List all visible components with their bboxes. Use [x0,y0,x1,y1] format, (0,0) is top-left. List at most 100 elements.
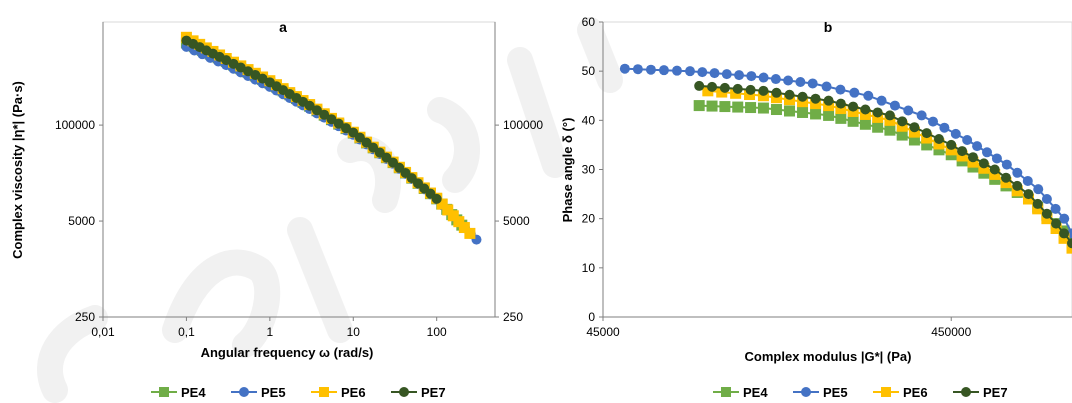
y-tick-label: 50 [582,64,596,78]
data-point [903,105,914,116]
data-point [921,128,932,139]
data-point [1012,180,1023,191]
legend-label: PE5 [261,385,286,400]
data-point [795,76,806,87]
data-point [464,227,476,239]
data-point [835,112,847,124]
series-pe7 [694,80,1072,249]
panel-a-x-axis-title: Angular frequency ω (rad/s) [201,345,374,360]
data-point [758,72,769,83]
data-point [745,102,757,114]
legend-marker [239,387,249,397]
y-tick-label: 30 [582,163,596,177]
data-point [706,100,718,112]
panel-b-series [619,63,1072,254]
data-point [810,93,821,104]
panel-a-secondary-y-ticks: 250 5000 100000 [495,118,543,324]
legend-marker [801,387,811,397]
secondary-y-tick-label: 100000 [503,118,543,132]
data-point [972,141,983,152]
data-point [458,222,470,234]
data-point [991,153,1002,164]
panel-a-x-ticks: 0,01 0,1 1 10 100 [91,317,447,339]
data-point [770,74,781,85]
panel-a-y-ticks: 250 5000 100000 [55,118,103,324]
data-point [319,109,330,120]
data-point [311,105,322,116]
legend-entry-pe6: PE6 [873,385,928,400]
data-point [921,139,933,151]
data-point [835,98,846,109]
series-line-pe4 [185,41,463,226]
legend-entry-pe7: PE7 [391,385,446,400]
data-point [453,216,465,228]
data-point [1051,218,1062,229]
data-point [797,106,809,118]
series-pe7 [181,35,442,204]
y-tick-label: 20 [582,212,596,226]
data-point [1022,175,1033,186]
y-tick-label: 0 [588,310,595,324]
panel-a-series [180,31,482,245]
legend-marker [159,387,169,397]
data-point [431,193,442,204]
legend-marker [399,387,409,397]
data-point [962,135,973,145]
data-point [1041,208,1052,219]
data-point [1059,213,1070,224]
data-point [1059,228,1070,239]
data-point [823,95,834,106]
y-tick-label: 100000 [55,118,95,132]
data-point [340,123,351,134]
data-point [693,100,705,112]
data-point [847,115,859,127]
x-tick-label: 0,1 [178,325,195,339]
data-point [709,68,720,79]
legend-label: PE5 [823,385,848,400]
data-point [757,102,769,114]
data-point [1050,203,1061,214]
data-point [876,95,887,106]
data-point [697,67,708,78]
data-point [1000,172,1011,183]
x-tick-label: 1 [267,325,274,339]
data-point [849,87,860,98]
data-point [872,107,883,118]
legend-label: PE4 [743,385,768,400]
data-point [721,69,732,80]
data-point [807,78,818,89]
data-point [333,118,344,129]
data-point [745,84,756,95]
data-point [848,101,859,112]
data-point [863,90,874,101]
panel-b-plot-frame [602,21,1072,318]
y-tick-label: 250 [75,310,95,324]
data-point [860,104,871,115]
data-point [645,64,656,75]
data-point [909,122,920,133]
panel-a-y-axis-title: Complex viscosity |η*| (Pa·s) [10,81,25,259]
data-point [859,118,871,130]
data-point [1012,167,1023,178]
y-tick-label: 5000 [68,214,95,228]
data-point [304,100,315,111]
panel-b-x-ticks: 45000 450000 [586,317,972,339]
data-point [908,134,920,146]
panel-b-label: b [824,19,833,35]
x-tick-label: 10 [347,325,361,339]
legend-entry-pe6: PE6 [311,385,366,400]
data-point [758,85,769,96]
panel-b-x-axis-title: Complex modulus |G*| (Pa) [745,349,912,364]
legend-marker [721,387,731,397]
data-point [1032,198,1043,209]
data-point [821,81,832,92]
data-point [946,139,957,150]
data-point [967,152,978,163]
data-point [719,82,730,93]
panel-b-y-ticks: 0 10 20 30 40 50 60 [582,15,603,324]
data-point [732,101,744,113]
data-point [658,65,669,76]
data-point [916,110,927,121]
secondary-y-tick-label: 5000 [503,214,530,228]
